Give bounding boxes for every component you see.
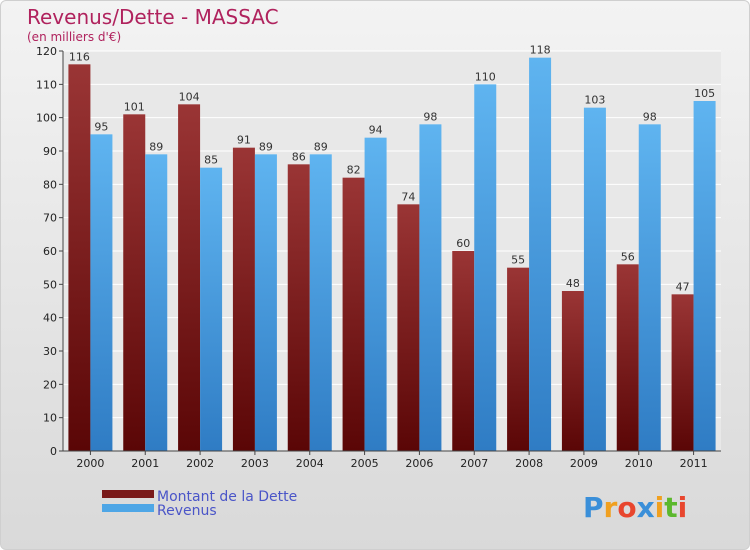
- logo-letter: r: [604, 491, 618, 524]
- bar-debt: [178, 104, 201, 451]
- data-label-debt: 47: [676, 280, 690, 293]
- data-label-debt: 55: [511, 254, 525, 267]
- data-label-revenus: 94: [369, 124, 383, 137]
- data-label-revenus: 98: [423, 110, 437, 123]
- y-tick-label: 20: [43, 378, 57, 391]
- x-tick-label: 2001: [131, 457, 159, 470]
- y-tick-label: 90: [43, 145, 57, 158]
- data-label-revenus: 89: [314, 140, 328, 153]
- logo-letter: t: [664, 491, 677, 524]
- bar-revenus: [309, 154, 332, 452]
- bar-debt: [68, 64, 91, 452]
- bar-debt: [452, 251, 475, 451]
- y-tick-label: 10: [43, 412, 57, 425]
- data-label-debt: 91: [237, 134, 251, 147]
- bar-revenus: [200, 167, 223, 451]
- x-tick-label: 2008: [515, 457, 543, 470]
- y-tick-label: 100: [36, 112, 57, 125]
- x-tick-label: 2003: [241, 457, 269, 470]
- y-tick-label: 40: [43, 312, 57, 325]
- y-tick-label: 30: [43, 345, 57, 358]
- logo-letter: i: [655, 491, 665, 524]
- y-axis: 0 10 20 30 40 50 60 70 80 90 100 110 120: [36, 45, 64, 458]
- legend: Montant de la Dette Revenus: [102, 489, 297, 519]
- legend-swatch-debt: [102, 490, 154, 498]
- data-label-debt: 48: [566, 277, 580, 290]
- x-tick-label: 2000: [76, 457, 104, 470]
- chart-title: Revenus/Dette - MASSAC: [27, 5, 279, 29]
- x-tick-label: 2007: [460, 457, 488, 470]
- bar-revenus: [474, 84, 497, 451]
- data-label-revenus: 103: [584, 94, 605, 107]
- data-label-revenus: 118: [530, 44, 551, 57]
- x-axis: 2000 2001 2002 2003 2004 2005 2006 2007 2008 2009…: [63, 450, 721, 470]
- y-tick-label: 60: [43, 245, 57, 258]
- logo-letter: i: [678, 491, 688, 524]
- data-label-debt: 104: [179, 90, 200, 103]
- data-label-revenus: 89: [149, 140, 163, 153]
- data-label-revenus: 95: [94, 120, 108, 133]
- x-tick-label: 2006: [405, 457, 433, 470]
- bar-debt: [123, 114, 146, 451]
- data-label-revenus: 85: [204, 154, 218, 167]
- bar-debt: [232, 147, 255, 451]
- data-label-revenus: 105: [694, 87, 715, 100]
- legend-label-debt: Montant de la Dette: [157, 489, 297, 505]
- legend-label-revenus: Revenus: [157, 503, 217, 519]
- bar-revenus: [254, 154, 277, 452]
- y-tick-label: 120: [36, 45, 57, 58]
- x-tick-label: 2004: [296, 457, 324, 470]
- bar-revenus: [693, 101, 716, 451]
- logo-letter: P: [583, 491, 604, 524]
- bar-debt: [561, 291, 584, 451]
- data-label-debt: 86: [292, 150, 306, 163]
- bar-revenus: [90, 134, 113, 452]
- data-label-debt: 56: [621, 250, 635, 263]
- y-tick-label: 110: [36, 78, 57, 91]
- chart-subtitle: (en milliers d'€): [27, 30, 121, 44]
- bar-debt: [397, 204, 420, 451]
- bars: 116 95 101 89 104 85 91 89 86 89 82 94 74 98 60 110 55 11…: [68, 44, 716, 452]
- data-label-debt: 116: [69, 50, 90, 63]
- bar-revenus: [529, 57, 552, 452]
- bar-revenus: [638, 124, 661, 451]
- data-label-debt: 74: [401, 190, 415, 203]
- logo-letter: o: [617, 491, 636, 524]
- data-label-debt: 82: [347, 164, 361, 177]
- y-tick-label: 0: [50, 445, 57, 458]
- bar-debt: [342, 177, 365, 451]
- bar-revenus: [145, 154, 168, 452]
- legend-swatch-revenus: [102, 504, 154, 512]
- y-tick-label: 50: [43, 278, 57, 291]
- x-tick-label: 2011: [680, 457, 708, 470]
- data-label-revenus: 98: [643, 110, 657, 123]
- data-label-debt: 60: [456, 237, 470, 250]
- x-tick-label: 2010: [625, 457, 653, 470]
- bar-debt: [616, 264, 639, 451]
- bar-debt: [507, 267, 530, 451]
- x-tick-label: 2009: [570, 457, 598, 470]
- y-tick-label: 80: [43, 178, 57, 191]
- bar-revenus: [583, 107, 606, 452]
- logo-letter: x: [637, 491, 655, 524]
- data-label-debt: 101: [124, 100, 145, 113]
- bar-revenus: [364, 137, 387, 451]
- gridlines: [63, 50, 721, 452]
- y-tick-label: 70: [43, 212, 57, 225]
- bar-debt: [287, 164, 310, 452]
- data-label-revenus: 89: [259, 140, 273, 153]
- data-label-revenus: 110: [475, 70, 496, 83]
- bar-revenus: [419, 124, 442, 451]
- x-tick-label: 2005: [351, 457, 379, 470]
- x-tick-label: 2002: [186, 457, 214, 470]
- proxiti-logo: Proxiti: [583, 491, 687, 524]
- bar-debt: [671, 294, 694, 451]
